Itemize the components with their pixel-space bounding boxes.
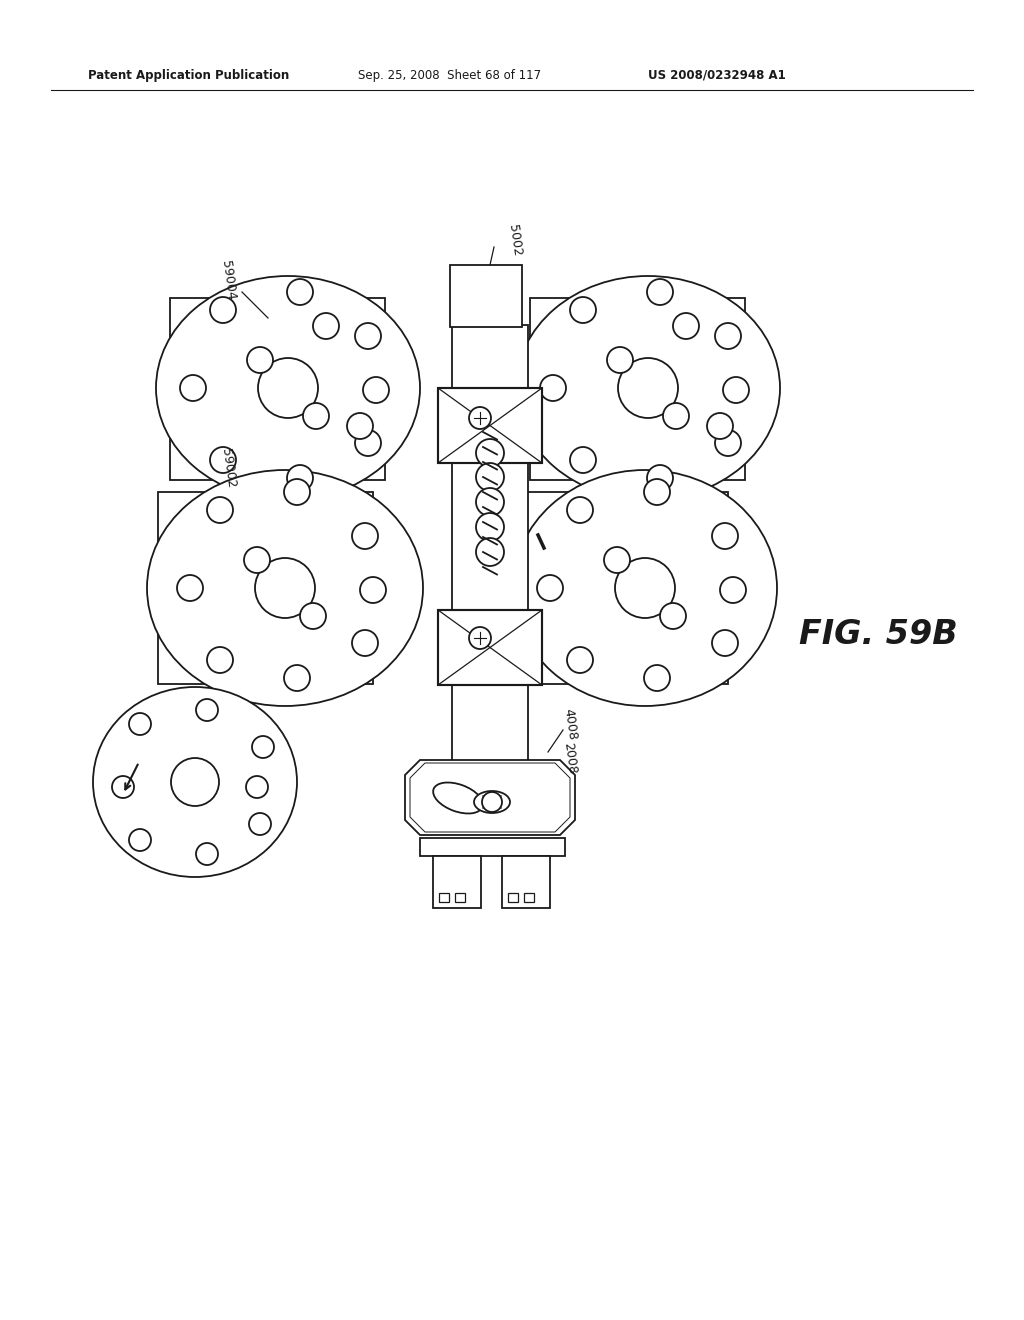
- Circle shape: [300, 603, 326, 630]
- Bar: [420, 838, 565, 855]
- Bar: [518, 492, 728, 684]
- Circle shape: [469, 627, 490, 649]
- Circle shape: [469, 407, 490, 429]
- Circle shape: [252, 737, 274, 758]
- Circle shape: [537, 576, 563, 601]
- Circle shape: [715, 323, 741, 348]
- Circle shape: [177, 576, 203, 601]
- Circle shape: [540, 375, 566, 401]
- Circle shape: [313, 313, 339, 339]
- Circle shape: [362, 378, 389, 403]
- Text: 4008: 4008: [561, 708, 579, 741]
- Ellipse shape: [513, 470, 777, 706]
- Bar: [439, 894, 449, 902]
- Bar: [524, 894, 534, 902]
- Circle shape: [567, 498, 593, 523]
- Polygon shape: [406, 760, 575, 836]
- Text: 5002: 5002: [506, 223, 523, 256]
- Circle shape: [476, 539, 504, 566]
- Circle shape: [604, 546, 630, 573]
- Bar: [433, 855, 481, 908]
- Circle shape: [723, 378, 749, 403]
- Circle shape: [287, 279, 313, 305]
- Circle shape: [607, 347, 633, 374]
- Bar: [452, 325, 528, 766]
- Circle shape: [615, 558, 675, 618]
- Circle shape: [129, 713, 151, 735]
- Circle shape: [476, 440, 504, 467]
- Circle shape: [673, 313, 699, 339]
- Ellipse shape: [93, 686, 297, 876]
- Circle shape: [476, 463, 504, 491]
- Circle shape: [196, 843, 218, 865]
- Circle shape: [207, 498, 233, 523]
- Bar: [502, 855, 550, 908]
- Circle shape: [210, 297, 236, 323]
- Circle shape: [647, 465, 673, 491]
- Circle shape: [180, 375, 206, 401]
- Circle shape: [258, 358, 318, 418]
- Circle shape: [284, 665, 310, 690]
- Bar: [450, 265, 522, 327]
- Bar: [438, 388, 542, 463]
- Circle shape: [246, 776, 268, 799]
- Text: FIG. 59B: FIG. 59B: [799, 619, 957, 652]
- Circle shape: [129, 829, 151, 851]
- Circle shape: [647, 279, 673, 305]
- Circle shape: [247, 347, 273, 374]
- Circle shape: [112, 776, 134, 799]
- Ellipse shape: [156, 276, 420, 500]
- Circle shape: [482, 792, 502, 812]
- Ellipse shape: [147, 470, 423, 706]
- Circle shape: [644, 665, 670, 690]
- Circle shape: [644, 479, 670, 506]
- Circle shape: [663, 403, 689, 429]
- Circle shape: [567, 647, 593, 673]
- Ellipse shape: [474, 791, 510, 813]
- Circle shape: [355, 323, 381, 348]
- Text: 59002: 59002: [219, 447, 238, 488]
- Text: Patent Application Publication: Patent Application Publication: [88, 69, 289, 82]
- Circle shape: [249, 813, 271, 836]
- Bar: [158, 492, 373, 684]
- Text: 59004: 59004: [219, 260, 238, 301]
- Text: 2008: 2008: [561, 742, 579, 775]
- Circle shape: [570, 447, 596, 473]
- Text: Sep. 25, 2008  Sheet 68 of 117: Sep. 25, 2008 Sheet 68 of 117: [358, 69, 541, 82]
- Circle shape: [284, 479, 310, 506]
- Bar: [455, 894, 465, 902]
- Text: US 2008/0232948 A1: US 2008/0232948 A1: [648, 69, 785, 82]
- Circle shape: [618, 358, 678, 418]
- Ellipse shape: [433, 783, 483, 813]
- Circle shape: [171, 758, 219, 807]
- Circle shape: [196, 700, 218, 721]
- Bar: [438, 610, 542, 685]
- Bar: [170, 298, 385, 480]
- Circle shape: [476, 488, 504, 516]
- Circle shape: [287, 465, 313, 491]
- Circle shape: [715, 430, 741, 455]
- Circle shape: [660, 603, 686, 630]
- Circle shape: [720, 577, 746, 603]
- Circle shape: [712, 630, 738, 656]
- Bar: [530, 298, 745, 480]
- Ellipse shape: [516, 276, 780, 500]
- Circle shape: [303, 403, 329, 429]
- Circle shape: [347, 413, 373, 440]
- Circle shape: [352, 523, 378, 549]
- Circle shape: [355, 430, 381, 455]
- Circle shape: [707, 413, 733, 440]
- Circle shape: [712, 523, 738, 549]
- Circle shape: [210, 447, 236, 473]
- Circle shape: [207, 647, 233, 673]
- Circle shape: [255, 558, 315, 618]
- Circle shape: [360, 577, 386, 603]
- Bar: [508, 894, 518, 902]
- Circle shape: [476, 513, 504, 541]
- Circle shape: [570, 297, 596, 323]
- Circle shape: [352, 630, 378, 656]
- Circle shape: [244, 546, 270, 573]
- Polygon shape: [410, 763, 570, 832]
